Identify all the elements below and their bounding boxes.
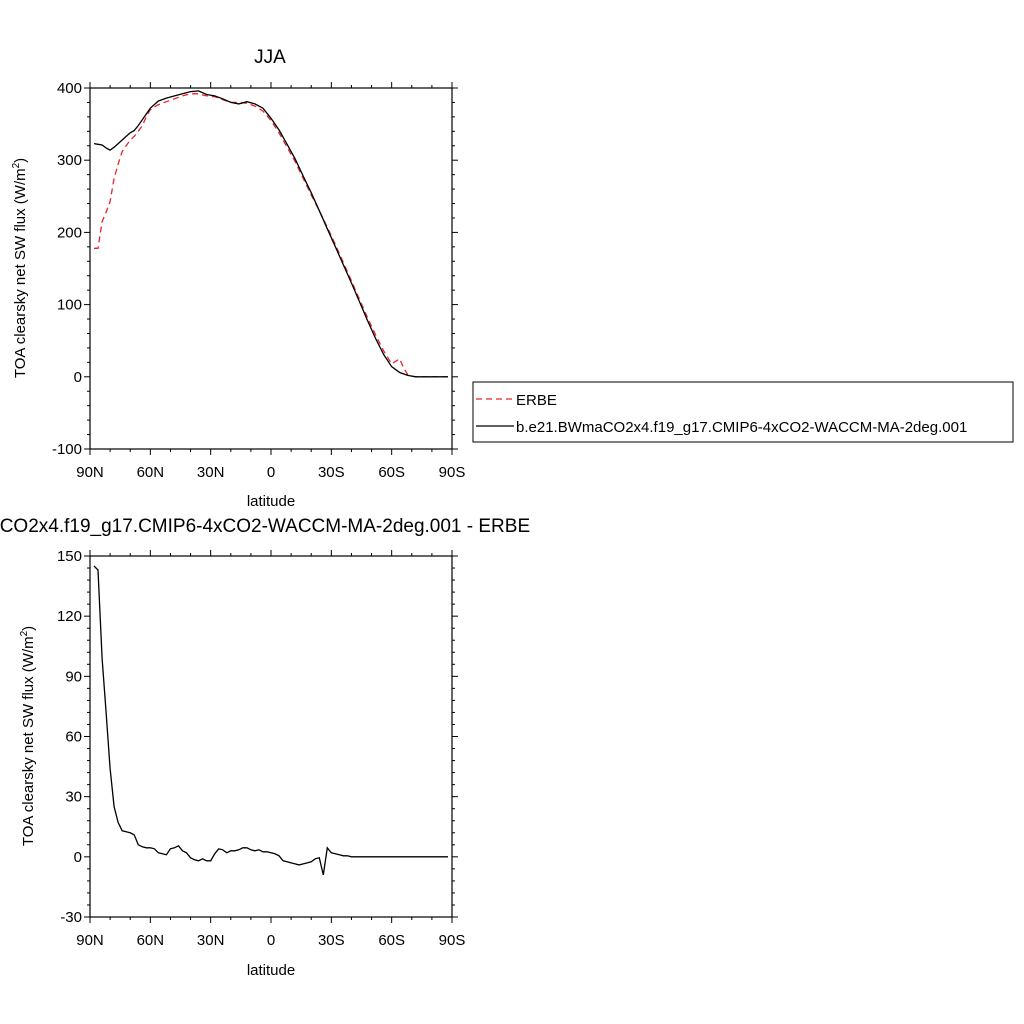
x-tick-label: 60S	[378, 932, 405, 949]
y-tick-label: 300	[57, 152, 82, 169]
x-ticks	[89, 82, 453, 455]
x-tick-label: 0	[267, 464, 275, 481]
y-tick-label: 0	[74, 849, 82, 866]
chart-title: JJA	[254, 47, 286, 68]
y-tick-label: 200	[57, 224, 82, 241]
x-tick-labels: 90N 60N 30N 0 30S 60S 90S	[76, 464, 465, 481]
x-tick-label: 90S	[439, 464, 466, 481]
y-tick-label: 150	[57, 548, 82, 565]
y-tick-label: 60	[65, 729, 82, 746]
y-tick-labels: -30 0 30 60 90 120 150	[57, 548, 82, 926]
legend-label-erbe: ERBE	[516, 392, 557, 409]
x-tick-label: 90N	[76, 932, 104, 949]
legend-box	[472, 381, 1014, 443]
difference-panel: b.e21.BWmaCO2x4.f19_g17.CMIP6-4xCO2-WACC…	[0, 516, 530, 979]
x-tick-label: 60N	[137, 464, 165, 481]
series-line-difference	[93, 565, 448, 876]
x-tick-label: 90N	[76, 464, 104, 481]
x-tick-label: 30N	[197, 464, 225, 481]
series-line-model	[93, 90, 448, 378]
series-lines	[93, 90, 448, 378]
x-tick-label: 30S	[318, 932, 345, 949]
y-tick-labels: -100 0 100 200 300 400	[52, 80, 82, 458]
x-tick-label: 90S	[439, 932, 466, 949]
y-axis-label: TOA clearsky net SW flux (W/m2)	[11, 158, 29, 378]
y-tick-label: 400	[57, 80, 82, 97]
plot-frame	[89, 87, 453, 450]
plot-frame	[89, 555, 453, 918]
series-lines	[93, 565, 448, 876]
y-tick-label: 100	[57, 297, 82, 314]
chart-title: b.e21.BWmaCO2x4.f19_g17.CMIP6-4xCO2-WACC…	[0, 516, 530, 537]
y-ticks	[84, 555, 458, 918]
legend-label-model: b.e21.BWmaCO2x4.f19_g17.CMIP6-4xCO2-WACC…	[516, 419, 967, 436]
y-ticks	[84, 87, 458, 450]
x-tick-labels: 90N 60N 30N 0 30S 60S 90S	[76, 932, 465, 949]
y-tick-label: 90	[65, 668, 82, 685]
x-tick-label: 60S	[378, 464, 405, 481]
series-line-erbe	[94, 93, 448, 378]
y-tick-label: -30	[60, 909, 82, 926]
y-tick-label: 30	[65, 789, 82, 806]
x-axis-label: latitude	[247, 962, 295, 979]
zonal-mean-panel: JJA 90N 60N 30N 0 30S 60S 90S -100 0 100 200 300 40…	[11, 47, 465, 510]
x-tick-label: 30N	[197, 932, 225, 949]
y-tick-label: 0	[74, 369, 82, 386]
y-axis-label: TOA clearsky net SW flux (W/m2)	[19, 626, 37, 846]
x-tick-label: 0	[267, 932, 275, 949]
x-tick-label: 60N	[137, 932, 165, 949]
y-tick-label: 120	[57, 608, 82, 625]
legend: ERBE b.e21.BWmaCO2x4.f19_g17.CMIP6-4xCO2…	[472, 381, 1014, 443]
x-tick-label: 30S	[318, 464, 345, 481]
x-ticks	[89, 550, 453, 923]
x-axis-label: latitude	[247, 493, 295, 510]
y-tick-label: -100	[52, 441, 82, 458]
